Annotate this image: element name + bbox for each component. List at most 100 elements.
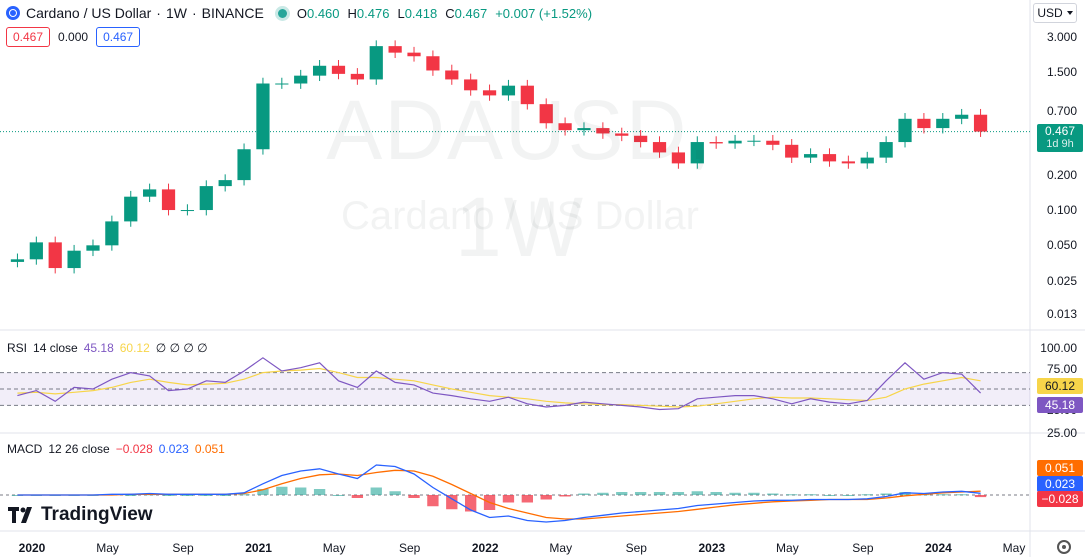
settings-icon[interactable] [1057,540,1071,554]
macd-histogram-bar [842,495,855,496]
time-axis-label: Sep [399,541,421,555]
macd-histogram-bar [238,494,250,496]
macd-legend[interactable]: MACD 12 26 close −0.028 0.023 0.051 [7,442,225,456]
candle-body [105,221,119,246]
cardano-icon [6,6,20,20]
macd-histogram-bar [710,492,722,495]
macd-histogram-bar [427,495,439,507]
candle-body [501,85,516,96]
candle-body [482,90,497,96]
candle-body [955,114,969,119]
rsi-value: 45.18 [83,341,114,355]
macd-histogram-bar [937,494,949,496]
candle-body [161,189,176,211]
candle-body [445,70,459,80]
macd-histogram-bar [502,495,515,503]
time-axis-label: May [96,541,119,555]
trade-buttons: 0.467 0.000 0.467 [6,27,141,47]
macd-histogram-bar [200,495,212,496]
rsi-legend[interactable]: RSI 14 close 45.18 60.12 ∅ ∅ ∅ ∅ [7,341,208,355]
candle-body [539,104,553,124]
time-axis-label: May [1002,541,1026,555]
candle-body [860,157,874,164]
separator: · [191,5,197,21]
macd-histogram-bar [521,495,533,503]
candle-body [48,242,62,269]
price-axis-tick: 0.025 [1046,273,1077,288]
candle-body [218,180,232,187]
rsi-axis-tick: 75.00 [1046,361,1077,376]
time-axis-label: 2023 [698,541,726,555]
candle-body [973,114,988,132]
macd-value: 0.023 [158,442,189,456]
price-axis-tick: 0.013 [1046,306,1077,321]
candle-body [256,83,270,150]
candle-body [841,161,855,164]
last-price-tag: 0.467 1d 9h [1037,124,1083,152]
macd-histogram-bar [408,495,420,498]
candle-body [237,149,251,181]
candle-body [766,140,780,145]
price-axis-tick: 0.200 [1046,167,1077,182]
symbol-title[interactable]: Cardano / US Dollar [26,5,152,21]
time-axis-label: Sep [852,541,874,555]
price-axis-tick: 0.700 [1046,103,1077,118]
exchange-label: BINANCE [201,5,264,21]
macd-tag: 0.023 [1037,476,1083,492]
time-axis-label: 2024 [925,541,952,555]
buy-button[interactable]: 0.467 [96,27,141,47]
candle-body [577,128,591,131]
macd-histogram-bar [880,493,892,495]
market-status-icon[interactable] [277,8,287,18]
candle-body [464,79,478,91]
currency-select[interactable]: USD [1033,3,1077,23]
macd-histogram-bar [861,494,873,496]
rsi-ma-value: 60.12 [119,341,150,355]
candle-body [350,73,364,80]
candle-body [728,140,742,144]
macd-label: MACD [7,442,43,456]
candle-body [634,135,648,143]
tradingview-logo[interactable]: TradingView [8,504,153,526]
macd-histogram-bar [351,495,364,498]
ohlc-values: O0.460 H0.476 L0.418 C0.467 +0.007 (+1.5… [297,6,592,21]
macd-axis-tick: 25.00 [1046,426,1077,440]
candle-body [520,85,534,105]
candle-body [785,144,799,158]
interval-label[interactable]: 1W [165,5,187,21]
candle-body [709,142,723,144]
macd-histogram-bar [748,492,760,495]
candle-body [86,245,100,251]
candle-body [803,154,818,158]
time-axis-label: 2021 [245,541,272,555]
candle-body [747,140,761,142]
macd-hist-value: −0.028 [115,442,153,456]
candle-body [917,118,931,129]
macd-histogram-bar [974,495,987,498]
symbol-header[interactable]: Cardano / US Dollar · 1W · BINANCE O0.46… [6,4,592,22]
countdown-value: 1d 9h [1046,138,1074,150]
price-axis-tick: 1.500 [1046,65,1077,80]
macd-line [17,464,981,523]
sell-button[interactable]: 0.467 [6,27,51,47]
candle-body [143,189,157,197]
macd-histogram-bar [823,495,836,496]
macd-params: 12 26 close [48,442,110,456]
time-axis-label: May [322,541,346,555]
candle-body [331,65,346,74]
macd-histogram-bar [672,492,685,495]
macd-histogram-bar [465,495,477,512]
macd-histogram-bar [691,491,703,495]
price-axis-tick: 0.100 [1046,203,1077,218]
macd-hist-tag: −0.028 [1037,491,1083,507]
ohlc-close: C0.467 [445,5,488,21]
candle-body [275,83,289,85]
macd-histogram-bar [446,495,458,510]
macd-histogram-bar [616,492,628,495]
candle-body [879,142,893,158]
rsi-line [17,357,982,411]
macd-histogram-bar [295,487,307,495]
macd-histogram-bar [899,492,911,495]
